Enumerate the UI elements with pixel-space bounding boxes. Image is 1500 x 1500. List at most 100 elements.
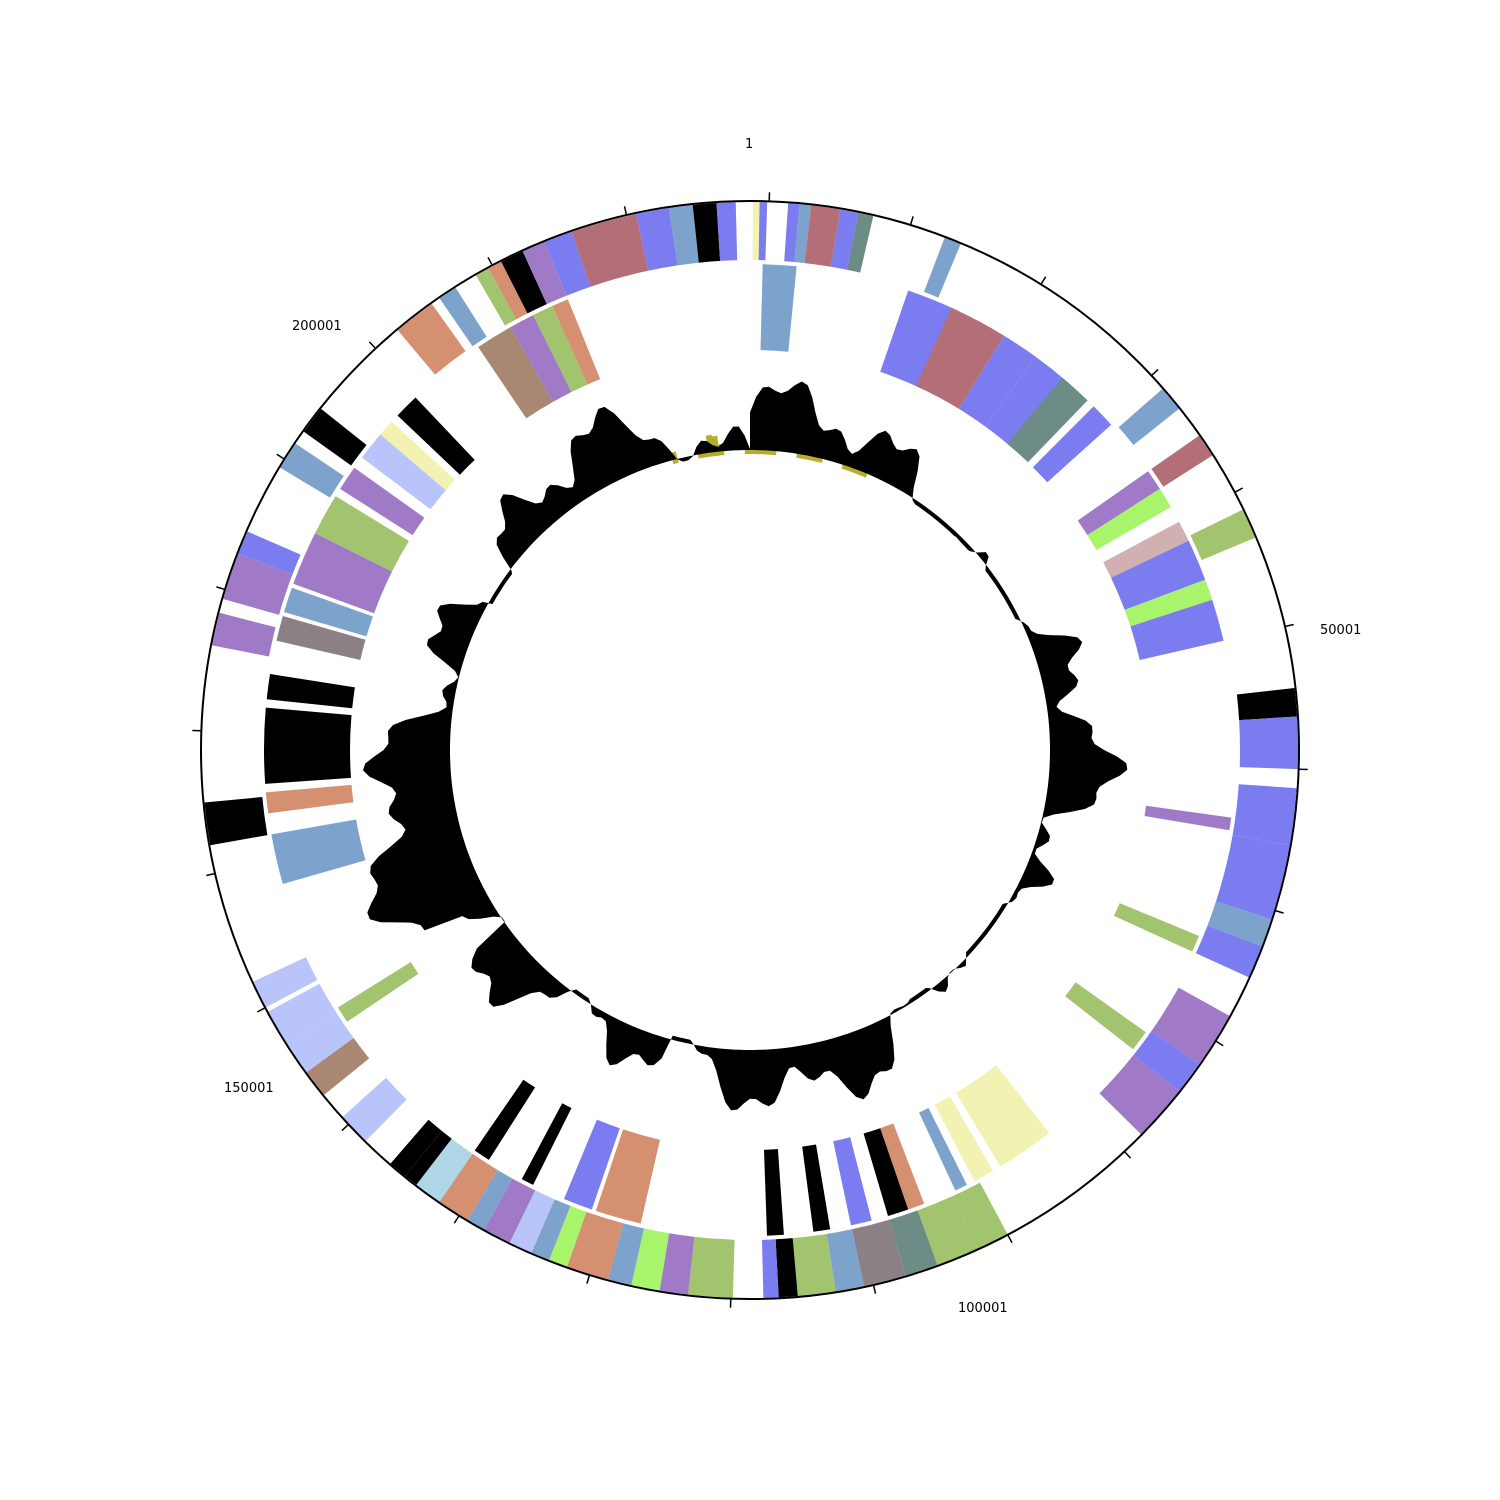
position-label-start: 1 (745, 137, 754, 152)
forward-gene-block (212, 612, 276, 657)
reverse-gene-block (521, 1103, 572, 1185)
forward-gene-block (476, 268, 517, 326)
reverse-gene-block (880, 1123, 925, 1210)
reverse-gene-block (564, 1119, 620, 1210)
forward-gene-block (762, 1239, 779, 1298)
forward-gene-block (488, 261, 528, 320)
forward-gene-block (636, 208, 678, 271)
forward-gene-block (1216, 835, 1290, 920)
reverse-gene-block (595, 1129, 660, 1224)
forward-gene-block (804, 205, 841, 267)
forward-gene-block (544, 231, 591, 296)
reverse-gene-block (959, 335, 1036, 427)
scale-tick (1234, 487, 1244, 493)
reverse-gene-block (340, 467, 425, 536)
reverse-gene-block (397, 397, 475, 475)
scale-tick (1284, 623, 1294, 628)
reverse-gene-block (1130, 599, 1224, 660)
forward-gene-block (826, 1229, 864, 1292)
forward-gene-block (716, 202, 738, 261)
backbone-circle (200, 200, 1300, 1300)
reverse-gene-block (263, 707, 352, 784)
reverse-gene-block (956, 1065, 1050, 1167)
gc-content-baseline-fill (454, 454, 1046, 1046)
reverse-gene-block (833, 1137, 872, 1226)
forward-gene-block (531, 1199, 571, 1260)
forward-gene-block (752, 202, 760, 261)
forward-gene-block (917, 1195, 978, 1265)
forward-gene-block (287, 1013, 354, 1073)
reverse-gene-block (380, 421, 456, 491)
reverse-gene-block (276, 616, 366, 660)
reverse-gene-block (1032, 406, 1112, 483)
scale-tick (1150, 368, 1159, 377)
reverse-gene-block (934, 1096, 993, 1182)
forward-gene-block (204, 797, 268, 846)
reverse-gene-block (271, 819, 366, 884)
forward-gene-block (758, 202, 768, 261)
reverse-gene-block (1111, 540, 1206, 610)
scale-tick (872, 1284, 877, 1294)
reverse-gene-block (1103, 521, 1189, 578)
reverse-gene-block (361, 434, 446, 510)
scale-tick (1040, 276, 1047, 285)
forward-gene-block (280, 443, 344, 498)
reverse-gene-block (284, 587, 373, 637)
forward-gene-block (1195, 925, 1262, 978)
forward-gene-block (1151, 435, 1213, 487)
forward-gene-block (1099, 1055, 1179, 1135)
forward-gene-block (405, 1130, 452, 1185)
forward-gene-block (501, 251, 547, 314)
scale-tick (256, 1007, 266, 1013)
forward-strand-gene-track (204, 202, 1299, 1298)
reverse-gene-block (1144, 805, 1232, 831)
forward-gene-block (692, 203, 721, 263)
reverse-gene-block (474, 1079, 536, 1160)
forward-gene-block (784, 203, 800, 262)
forward-gene-block (268, 983, 337, 1045)
forward-gene-block (439, 1153, 498, 1220)
forward-gene-block (223, 553, 293, 615)
forward-gene-block (509, 1190, 555, 1253)
scale-tick (1274, 909, 1284, 914)
reverse-gene-block (1124, 579, 1213, 627)
reverse-strand-gene-track (263, 264, 1232, 1236)
forward-gene-block (1236, 688, 1297, 721)
reverse-gene-block (533, 306, 588, 392)
scale-tick (276, 453, 285, 460)
reverse-gene-block (802, 1144, 831, 1232)
forward-gene-block (306, 1038, 370, 1095)
reverse-gene-block (1087, 488, 1171, 550)
reverse-gene-block (266, 674, 355, 709)
position-label-150001: 150001 (224, 1081, 274, 1096)
forward-gene-block (549, 1205, 587, 1267)
forward-gene-block (238, 531, 301, 575)
reverse-gene-block (478, 327, 553, 419)
scale-tick (341, 1123, 350, 1132)
scale-tick (909, 216, 914, 226)
gc-content-track (363, 381, 1128, 1111)
forward-gene-block (846, 212, 874, 273)
forward-gene-block (669, 205, 699, 266)
forward-gene-block (522, 241, 567, 305)
forward-gene-block (608, 1223, 644, 1285)
forward-gene-block (342, 1077, 407, 1141)
scale-tick (216, 586, 226, 591)
forward-gene-block (688, 1236, 735, 1298)
forward-gene-block (253, 957, 318, 1008)
backbone-ring (192, 192, 1308, 1308)
forward-gene-block (792, 1234, 836, 1296)
reverse-gene-block (760, 264, 797, 352)
reverse-gene-block (764, 1149, 784, 1236)
position-label-100001: 100001 (958, 1301, 1008, 1316)
forward-gene-block (439, 287, 487, 347)
forward-gene-block (397, 303, 466, 375)
reverse-gene-block (1065, 982, 1146, 1050)
forward-gene-block (1118, 389, 1179, 445)
scale-tick (206, 872, 216, 877)
forward-gene-block (889, 1210, 938, 1276)
reverse-gene-block (915, 307, 1004, 409)
forward-gene-block (303, 408, 367, 466)
scale-tick (1123, 1150, 1132, 1159)
